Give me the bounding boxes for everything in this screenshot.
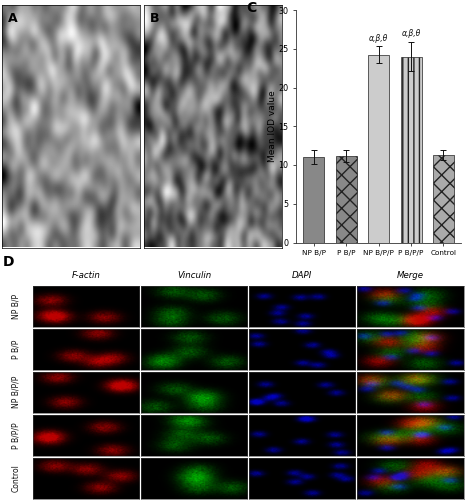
Text: Control: Control [12,464,21,492]
Bar [303,157,324,242]
Text: B: B [150,12,159,26]
Bar [400,56,422,242]
Text: P B/P: P B/P [12,340,21,359]
Text: Merge: Merge [397,272,424,280]
Text: C: C [247,0,256,14]
Text: Vinculin: Vinculin [177,272,211,280]
Bar [336,156,357,242]
Text: P B/P/P: P B/P/P [12,422,21,448]
Text: NP B/P/P: NP B/P/P [12,376,21,408]
Text: α,β,θ: α,β,θ [401,29,421,38]
Text: A: A [8,12,17,26]
Y-axis label: Mean IOD value: Mean IOD value [267,90,277,162]
Text: DAPI: DAPI [292,272,312,280]
Bar [433,155,454,242]
Text: α,β,θ: α,β,θ [369,34,388,42]
Text: F-actin: F-actin [71,272,100,280]
Text: NP B/P: NP B/P [12,294,21,318]
Bar [368,55,389,242]
Text: D: D [2,255,14,269]
